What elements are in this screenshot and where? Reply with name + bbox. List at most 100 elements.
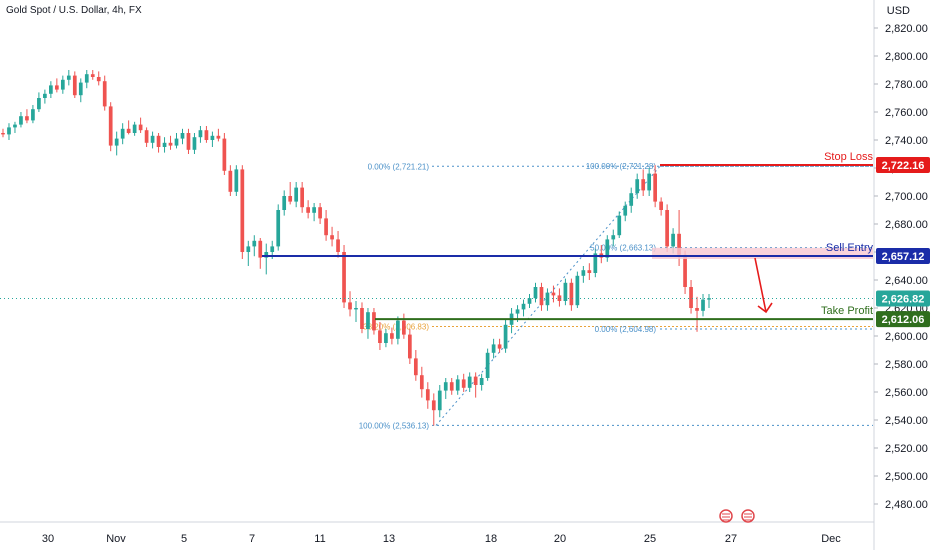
candle-body <box>593 253 598 273</box>
candle-body <box>569 282 574 306</box>
candle-body <box>360 308 364 329</box>
candle <box>372 308 376 335</box>
candle <box>521 299 526 317</box>
candle <box>384 329 388 348</box>
candle-body <box>497 344 502 349</box>
candle-body <box>43 93 47 98</box>
candle-body <box>84 74 89 83</box>
candle <box>641 169 646 196</box>
candle <box>348 291 352 317</box>
candle-body <box>288 196 293 202</box>
candle <box>204 126 209 143</box>
sell-zone <box>652 247 873 259</box>
candle <box>288 182 293 205</box>
currency-label[interactable]: USD <box>886 5 910 17</box>
candle <box>210 131 215 147</box>
candle <box>19 112 23 128</box>
candle-body <box>120 128 125 139</box>
candle-body <box>336 239 340 252</box>
candle <box>31 105 35 124</box>
candle-body <box>629 193 634 206</box>
candle <box>258 238 263 269</box>
x-tick-label: 5 <box>181 533 187 545</box>
candle-body <box>402 320 406 335</box>
candle-body <box>443 382 448 391</box>
x-tick-label: 11 <box>314 533 325 545</box>
candle-body <box>276 210 281 247</box>
candle-body <box>455 379 460 391</box>
event-circle <box>741 509 755 523</box>
candle-body <box>348 302 352 310</box>
candle <box>294 182 299 208</box>
candle-body <box>174 138 179 146</box>
x-tick-label: Dec <box>821 533 841 545</box>
take-profit-price-tag-text: 2,612.06 <box>882 314 925 326</box>
x-tick-label: 13 <box>383 533 395 545</box>
candle-body <box>431 400 436 411</box>
y-tick-label: 2,700.00 <box>885 191 928 203</box>
candle <box>144 127 149 147</box>
candle <box>72 71 77 98</box>
candle <box>419 366 424 398</box>
candle <box>282 190 287 216</box>
us-flag-event-icon[interactable] <box>719 509 733 523</box>
candle <box>354 301 358 322</box>
candle-body <box>437 390 442 411</box>
candle-body <box>138 124 143 131</box>
y-tick-label: 2,680.00 <box>885 219 928 231</box>
candle <box>43 89 47 104</box>
sell-entry-label: Sell Entry <box>826 242 874 254</box>
candle-body <box>653 173 658 202</box>
candle <box>437 385 442 418</box>
last-price-tag-bg <box>876 290 930 307</box>
candle <box>228 165 233 196</box>
y-tick-label: 2,540.00 <box>885 415 928 427</box>
y-tick-label: 2,820.00 <box>885 23 928 35</box>
candle <box>378 322 382 350</box>
candlestick-series <box>1 70 711 426</box>
candle <box>366 308 370 339</box>
candle-body <box>240 169 245 252</box>
candle-body <box>557 295 562 301</box>
candle <box>593 249 598 278</box>
y-tick-label: 2,580.00 <box>885 359 928 371</box>
fib-label-top: 0.00% (2,721.21) <box>368 162 430 171</box>
event-circle <box>719 509 733 523</box>
candle-body <box>683 254 687 287</box>
candle-body <box>503 324 508 349</box>
candle <box>587 263 592 280</box>
candle-body <box>1 133 5 135</box>
price-axis[interactable]: 2,820.00 2,800.00 2,780.00 2,760.00 2,740.00… <box>873 0 930 550</box>
stop-loss-price-tag-bg <box>876 156 930 173</box>
candle <box>623 201 628 222</box>
economic-events[interactable] <box>719 509 755 523</box>
candle <box>162 137 167 153</box>
candle-body <box>366 312 370 329</box>
y-tick-label: 2,780.00 <box>885 79 928 91</box>
stop-loss-price-tag-text: 2,722.16 <box>882 160 925 172</box>
candle <box>318 203 322 224</box>
candle <box>467 372 472 392</box>
candle-body <box>150 135 155 143</box>
us-flag-event-icon[interactable] <box>741 509 755 523</box>
candle <box>216 128 221 142</box>
candle <box>473 372 478 398</box>
time-axis[interactable]: 30 Nov 5 7 11 13 18 20 25 27 Dec <box>0 521 874 545</box>
candle <box>132 121 137 136</box>
candle-body <box>180 133 185 139</box>
candle <box>485 348 490 381</box>
candle-body <box>72 75 77 96</box>
candle-body <box>545 292 550 306</box>
candle <box>108 102 113 152</box>
candle-body <box>671 233 675 247</box>
candle <box>312 203 316 222</box>
candle-body <box>216 135 221 139</box>
candle-body <box>533 287 538 299</box>
candle-body <box>575 275 580 306</box>
candle-body <box>587 270 592 273</box>
candle-body <box>78 82 83 96</box>
candle-body <box>372 312 376 331</box>
candle-body <box>37 98 41 110</box>
candle-body <box>228 170 233 192</box>
